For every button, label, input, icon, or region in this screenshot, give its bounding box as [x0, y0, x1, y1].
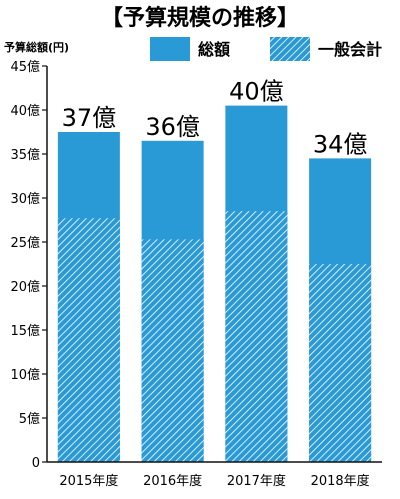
y-tick-label: 15億: [10, 323, 40, 339]
x-tick-label: 2017年度: [227, 473, 286, 489]
data-label-total: 36億: [145, 113, 200, 141]
legend-swatch-general: [270, 37, 310, 61]
plot-area: 0 5億 10億 15億 20億 25億 30億 35億 40億 45億 37億 2015年度 36億 2…: [10, 59, 382, 489]
bar-general: [225, 211, 288, 462]
data-label-total: 34億: [313, 130, 368, 158]
y-tick-label: 20億: [10, 279, 40, 295]
legend: 総額 一般会計: [150, 37, 382, 61]
legend-label-general: 一般会計: [318, 40, 382, 59]
x-tick-label: 2016年度: [143, 473, 202, 489]
y-tick-label: 10億: [10, 367, 40, 383]
data-label-total: 40億: [229, 78, 284, 106]
x-tick-label: 2015年度: [59, 473, 118, 489]
y-tick-label: 40億: [10, 103, 40, 119]
y-tick-label: 30億: [10, 191, 40, 207]
y-tick-label: 25億: [10, 235, 40, 251]
x-tick-label: 2018年度: [311, 473, 370, 489]
y-tick-label: 45億: [10, 59, 40, 75]
bar-general: [141, 239, 204, 462]
data-label-total: 37億: [62, 104, 117, 132]
legend-label-total: 総額: [198, 40, 230, 59]
y-tick-label: 0: [32, 456, 40, 471]
y-unit-label: 予算総額(円): [4, 40, 69, 54]
y-tick-label: 35億: [10, 147, 40, 163]
legend-swatch-total: [150, 37, 190, 61]
bar-general: [309, 264, 372, 462]
bar-general: [57, 218, 120, 462]
chart-title: 【予算規模の推移】: [101, 5, 299, 31]
y-tick-label: 5億: [19, 411, 40, 427]
